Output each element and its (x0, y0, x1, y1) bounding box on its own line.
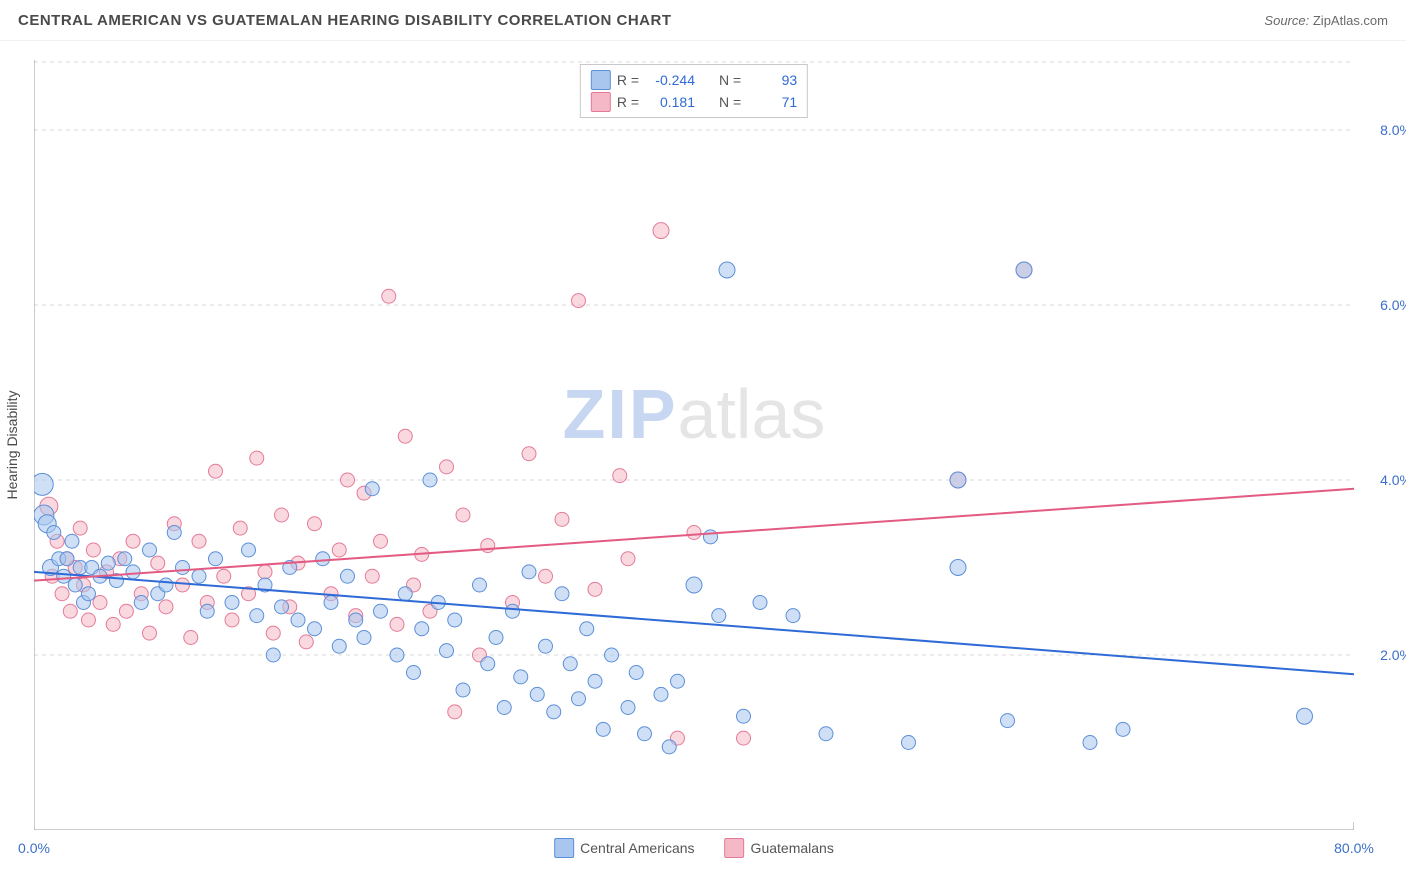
legend-label-0: Central Americans (580, 840, 694, 856)
r-value-1: 0.181 (645, 91, 695, 113)
swatch-blue (554, 838, 574, 858)
swatch-pink (591, 92, 611, 112)
legend-row-central-americans: R = -0.244 N = 93 (591, 69, 797, 91)
scatter-plot (34, 60, 1354, 830)
swatch-pink (725, 838, 745, 858)
x-tick-label: 0.0% (18, 840, 50, 856)
header: CENTRAL AMERICAN VS GUATEMALAN HEARING D… (0, 0, 1406, 41)
legend-label-1: Guatemalans (751, 840, 834, 856)
n-label: N = (719, 91, 741, 113)
n-value-0: 93 (747, 69, 797, 91)
legend-item-guatemalans: Guatemalans (725, 838, 834, 858)
y-tick-label: 2.0% (1380, 647, 1406, 663)
source-label: Source: (1264, 13, 1309, 28)
n-value-1: 71 (747, 91, 797, 113)
n-label: N = (719, 69, 741, 91)
swatch-blue (591, 70, 611, 90)
y-axis-label: Hearing Disability (4, 391, 20, 500)
y-tick-label: 6.0% (1380, 297, 1406, 313)
y-tick-label: 4.0% (1380, 472, 1406, 488)
y-tick-label: 8.0% (1380, 122, 1406, 138)
r-label: R = (617, 91, 639, 113)
chart-title: CENTRAL AMERICAN VS GUATEMALAN HEARING D… (18, 12, 672, 29)
series-legend: Central Americans Guatemalans (554, 838, 834, 858)
correlation-legend: R = -0.244 N = 93 R = 0.181 N = 71 (580, 64, 808, 118)
source-attribution: Source: ZipAtlas.com (1264, 13, 1388, 28)
plot-container: Hearing Disability ZIPatlas R = -0.244 N… (34, 60, 1354, 830)
source-value: ZipAtlas.com (1313, 13, 1388, 28)
legend-row-guatemalans: R = 0.181 N = 71 (591, 91, 797, 113)
legend-item-central-americans: Central Americans (554, 838, 694, 858)
r-label: R = (617, 69, 639, 91)
r-value-0: -0.244 (645, 69, 695, 91)
x-tick-label: 80.0% (1334, 840, 1374, 856)
